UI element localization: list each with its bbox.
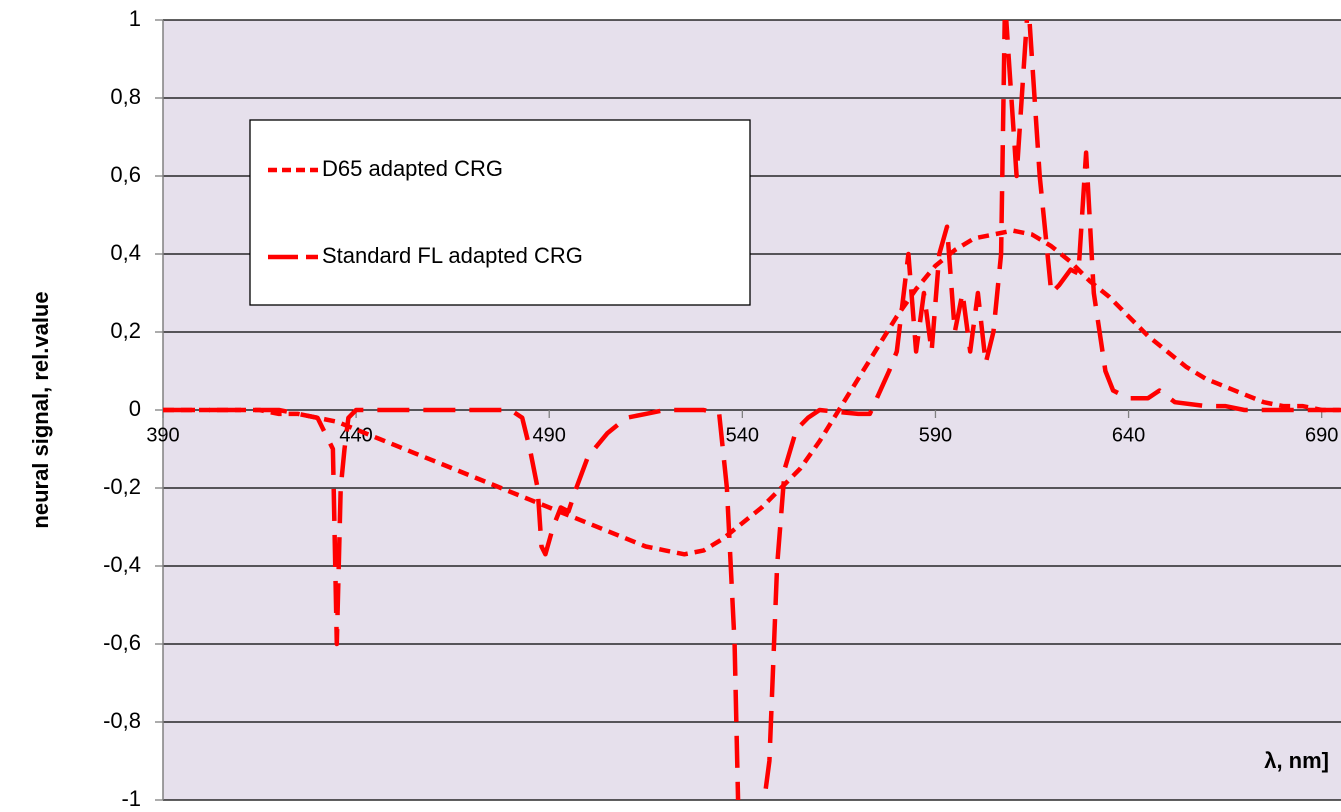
legend-label: Standard FL adapted CRG (322, 243, 583, 268)
x-tick-label: 640 (1112, 424, 1145, 446)
x-tick-label: 590 (919, 424, 952, 446)
series-line (163, 20, 1341, 800)
y-tick-label: -0,4 (103, 552, 141, 577)
y-axis-title: neural signal, rel.value (28, 291, 53, 528)
y-tick-label: 0,4 (110, 240, 141, 265)
x-tick-label: 490 (533, 424, 566, 446)
legend-label: D65 adapted CRG (322, 156, 503, 181)
x-axis-title: λ, nm] (1264, 748, 1329, 773)
y-tick-label: 0 (129, 396, 141, 421)
x-tick-label: 540 (726, 424, 759, 446)
x-tick-label: 390 (146, 424, 179, 446)
y-tick-label: -0,2 (103, 474, 141, 499)
y-tick-label: 1 (129, 6, 141, 31)
legend-box (249, 119, 751, 306)
y-tick-label: 0,2 (110, 318, 141, 343)
series-line (163, 228, 1341, 557)
x-tick-label: 690 (1305, 424, 1338, 446)
y-tick-label: -1 (121, 786, 141, 811)
y-tick-label: -0,6 (103, 630, 141, 655)
y-tick-label: 0,8 (110, 84, 141, 109)
y-tick-label: 0,6 (110, 162, 141, 187)
y-tick-label: -0,8 (103, 708, 141, 733)
